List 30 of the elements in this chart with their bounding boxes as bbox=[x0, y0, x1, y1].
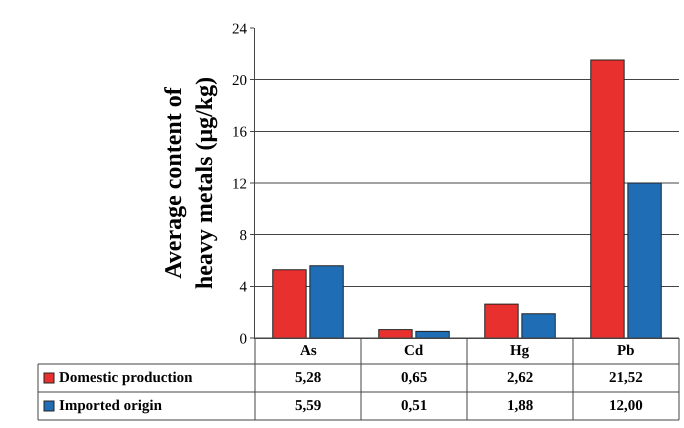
y-tick-label: 0 bbox=[240, 331, 247, 348]
data-label: 1,88 bbox=[507, 398, 534, 414]
x-tick-label: Cd bbox=[404, 343, 424, 359]
y-tick-label: 4 bbox=[240, 280, 248, 296]
bar bbox=[272, 269, 307, 338]
bar bbox=[378, 329, 413, 338]
y-tick-label: 8 bbox=[240, 228, 247, 244]
bar bbox=[415, 330, 450, 338]
data-label: 21,52 bbox=[609, 370, 643, 386]
y-tick-label: 24 bbox=[232, 21, 248, 38]
bar bbox=[627, 182, 662, 338]
x-tick-label: As bbox=[300, 343, 317, 359]
y-tick-label: 16 bbox=[232, 124, 248, 141]
y-tick-label: 20 bbox=[232, 72, 247, 89]
y-axis-title: Average content of heavy metals (μg/kg) bbox=[160, 76, 218, 290]
legend-label: Imported origin bbox=[59, 398, 163, 414]
data-label: 0,65 bbox=[401, 370, 428, 386]
y-tick-label: 12 bbox=[232, 176, 247, 192]
data-label: 5,59 bbox=[295, 398, 322, 414]
legend-label: Domestic production bbox=[59, 370, 194, 386]
x-tick-label: Pb bbox=[617, 343, 635, 359]
bar bbox=[590, 60, 625, 338]
data-label: 5,28 bbox=[295, 370, 322, 386]
bar bbox=[521, 313, 556, 338]
x-tick-label: Hg bbox=[510, 343, 530, 359]
bar bbox=[309, 265, 344, 338]
data-label: 12,00 bbox=[609, 398, 643, 414]
data-label: 2,62 bbox=[507, 370, 534, 386]
data-label: 0,51 bbox=[401, 398, 428, 414]
bar bbox=[484, 304, 519, 338]
